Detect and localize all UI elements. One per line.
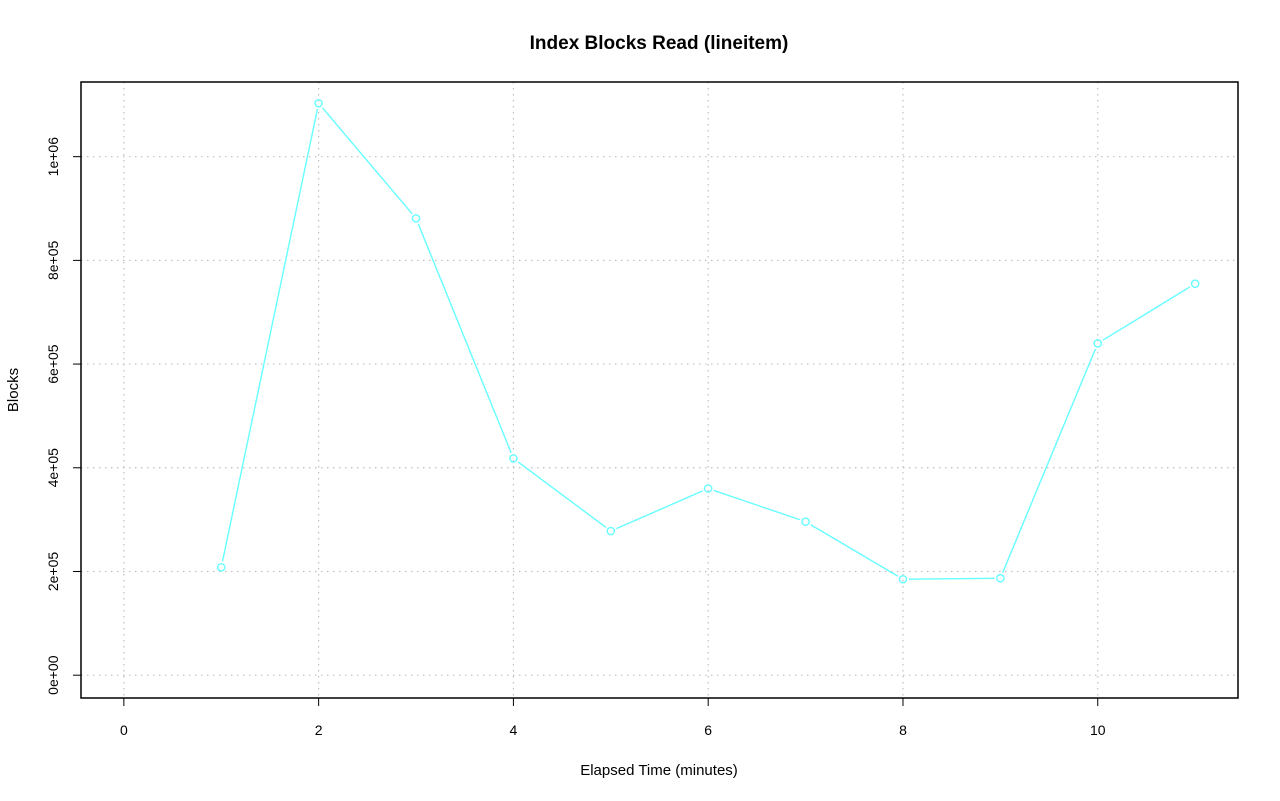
y-tick-label: 2e+05: [45, 552, 61, 592]
data-point: [703, 484, 713, 493]
series-line-segment: [221, 108, 319, 562]
y-tick-label: 0e+00: [45, 655, 61, 695]
y-tick-label: 1e+06: [45, 137, 61, 177]
data-point: [996, 573, 1005, 583]
x-tick-label: 6: [704, 722, 712, 738]
series-line-segment: [713, 489, 801, 521]
chart-title: Index Blocks Read (lineitem): [530, 33, 789, 54]
x-axis-label: Elapsed Time (minutes): [580, 762, 738, 779]
series-line-segment: [810, 524, 899, 577]
data-point: [898, 574, 908, 584]
data-point: [801, 517, 810, 527]
series-line-segment: [321, 107, 413, 215]
series-line-segment: [417, 223, 512, 454]
y-axis-label: Blocks: [5, 368, 22, 412]
data-point: [1190, 279, 1200, 289]
data-point: [509, 454, 518, 463]
y-tick-label: 8e+05: [45, 241, 61, 281]
data-point: [216, 563, 226, 572]
data-point: [606, 526, 616, 536]
y-tick-label: 6e+05: [45, 344, 61, 384]
series-line-segment: [616, 490, 703, 530]
series-line-segment: [908, 577, 995, 580]
x-tick-label: 2: [315, 722, 323, 738]
x-tick-label: 4: [510, 722, 518, 738]
data-point: [314, 98, 323, 108]
data-point: [411, 214, 421, 223]
data-point: [1093, 339, 1103, 348]
series-line-segment: [1102, 286, 1191, 341]
y-axis: 0e+00 2e+05 4e+05 6e+05 8e+05 1e+06: [45, 137, 81, 695]
x-tick-label: 10: [1090, 722, 1106, 738]
y-tick-label: 4e+05: [45, 448, 61, 488]
plot-frame: [80, 81, 1239, 699]
grid-layer: [81, 82, 1238, 698]
x-axis: 0 2 4 6 8 10: [120, 698, 1106, 738]
series-line-segment: [517, 461, 607, 529]
series-line-segment: [1002, 348, 1097, 573]
x-tick-label: 0: [120, 722, 128, 738]
x-tick-label: 8: [899, 722, 907, 738]
series-layer: [216, 98, 1200, 584]
